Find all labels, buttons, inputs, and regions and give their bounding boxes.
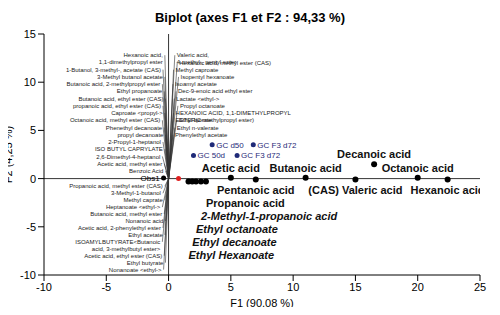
svg-text:Isoamyl acetate: Isoamyl acetate [175, 81, 218, 87]
svg-text:1-Butanol, 3-methyl-, acetate: 1-Butanol, 3-methyl-, acetate (CAS) [66, 67, 161, 73]
svg-text:Ethyl n-valerate: Ethyl n-valerate [177, 125, 219, 131]
svg-text:Phenethyl decanoate: Phenethyl decanoate [106, 125, 163, 131]
svg-text:Butanoic acid, ethyl ester (CA: Butanoic acid, ethyl ester (CAS) [78, 96, 163, 102]
svg-text:2-Propyl-1-heptanol: 2-Propyl-1-heptanol [108, 139, 161, 145]
svg-text:GC d50: GC d50 [216, 141, 244, 150]
svg-text:Nonanoic acid: Nonanoic acid [125, 218, 163, 224]
svg-text:20: 20 [412, 281, 424, 293]
svg-text:GC F3 d72: GC F3 d72 [257, 141, 297, 150]
svg-text:Phenylethyl acetate: Phenylethyl acetate [175, 132, 228, 138]
svg-text:Butanoic acid, 2-methylpropyl: Butanoic acid, 2-methylpropyl ester [67, 81, 161, 87]
svg-text:Pentanoic acid: Pentanoic acid [217, 184, 295, 196]
svg-text:Hexanoic acid,1,1-dimethylprop: Hexanoic acid,1,1-dimethylpropyl ester [99, 52, 163, 65]
svg-text:Acetic acid, methyl ester: Acetic acid, methyl ester [97, 161, 162, 167]
svg-text:HEXANOIC ACID, 1,1-DIMETHYLPRO: HEXANOIC ACID, 1,1-DIMETHYLPROPYLESTER(2… [176, 110, 292, 123]
svg-text:15: 15 [24, 28, 36, 40]
svg-text:Methyl caprate: Methyl caprate [123, 197, 163, 203]
svg-text:Lactate <ethyl->: Lactate <ethyl-> [176, 96, 220, 102]
svg-text:propyl decanoate: propyl decanoate [117, 132, 164, 138]
svg-text:Hexanoic acid, methyl ester (C: Hexanoic acid, methyl ester (CAS) [179, 60, 271, 66]
svg-text:10: 10 [287, 281, 299, 293]
svg-text:15: 15 [349, 281, 361, 293]
svg-text:10: 10 [24, 76, 36, 88]
svg-text:ISO BUTYL CAPRYLATE: ISO BUTYL CAPRYLATE [95, 146, 163, 152]
svg-text:ISOAMYLBUTYRATE<Butanoicacid,: ISOAMYLBUTYRATE<Butanoicacid, 3-methylbu… [75, 239, 161, 252]
svg-text:5: 5 [228, 281, 234, 293]
svg-text:Obs1: Obs1 [140, 174, 160, 183]
svg-text:Propyl octanoate: Propyl octanoate [180, 103, 226, 109]
svg-text:GC F3 d72: GC F3 d72 [241, 151, 281, 160]
svg-text:3-Methyl-1-butanol: 3-Methyl-1-butanol [111, 190, 161, 196]
svg-text:Methyl caproate: Methyl caproate [176, 67, 219, 73]
svg-text:Ethyl decanoate: Ethyl decanoate [192, 236, 276, 248]
svg-text:Butanoic acid, methyl ester: Butanoic acid, methyl ester [90, 211, 162, 217]
svg-text:(CAS) Valeric acid: (CAS) Valeric acid [308, 184, 402, 196]
svg-text:Acetic acid: Acetic acid [202, 162, 260, 174]
svg-text:Acetic acid, ethyl ester (CAS): Acetic acid, ethyl ester (CAS) [84, 253, 162, 259]
svg-text:Ethyl laurate: Ethyl laurate [179, 117, 213, 123]
svg-text:F2 (4,25 %): F2 (4,25 %) [8, 126, 14, 183]
svg-text:2,6-Dimethyl-4-heptanol: 2,6-Dimethyl-4-heptanol [96, 154, 160, 160]
svg-text:2-Methyl-1-propanoic acid: 2-Methyl-1-propanoic acid [200, 210, 338, 222]
svg-text:Ethyl propanoate: Ethyl propanoate [117, 88, 163, 94]
svg-text:F1 (90,08 %): F1 (90,08 %) [230, 297, 294, 307]
svg-text:Ethyl octanoate: Ethyl octanoate [196, 223, 278, 235]
svg-text:-10: -10 [20, 269, 36, 281]
svg-text:Butanoic acid: Butanoic acid [270, 162, 342, 174]
svg-text:5: 5 [30, 124, 36, 136]
svg-text:Heptanoate <ethyl->: Heptanoate <ethyl-> [106, 204, 161, 210]
svg-text:0: 0 [166, 281, 172, 293]
svg-text:Decanoic acid: Decanoic acid [337, 148, 411, 160]
svg-text:Octanoic acid, methyl ester (C: Octanoic acid, methyl ester (CAS) [70, 117, 160, 123]
svg-text:Caproate <propyl->: Caproate <propyl-> [111, 110, 163, 116]
svg-text:Isopentyl hexanoate: Isopentyl hexanoate [181, 74, 235, 80]
svg-text:Ethyl acetate: Ethyl acetate [128, 232, 163, 238]
svg-text:0: 0 [30, 173, 36, 185]
svg-text:Hexanoic acid: Hexanoic acid [411, 184, 480, 196]
svg-text:Ethyl Hexanoate: Ethyl Hexanoate [189, 249, 275, 261]
svg-text:-5: -5 [101, 281, 111, 293]
svg-text:-10: -10 [36, 281, 52, 293]
svg-text:-5: -5 [26, 221, 36, 233]
svg-text:3-Methyl butanol acetate: 3-Methyl butanol acetate [97, 74, 163, 80]
svg-text:Ethyl butyrate: Ethyl butyrate [127, 260, 164, 266]
svg-text:Dec-9-enoic acid ethyl ester: Dec-9-enoic acid ethyl ester [178, 88, 252, 94]
svg-text:Propanoic acid, methyl ester (: Propanoic acid, methyl ester (CAS) [69, 183, 163, 189]
svg-text:propanoic acid, ethyl ester (C: propanoic acid, ethyl ester (CAS) [73, 103, 161, 109]
svg-text:GC 50d: GC 50d [197, 151, 225, 160]
svg-text:Propanoic acid: Propanoic acid [206, 197, 285, 209]
svg-text:Octanoic acid: Octanoic acid [382, 162, 454, 174]
svg-text:Nonanoate <ethyl->: Nonanoate <ethyl-> [109, 267, 162, 273]
svg-text:25: 25 [474, 281, 486, 293]
svg-text:Acetic acid, 2-phenylethyl est: Acetic acid, 2-phenylethyl ester [78, 225, 161, 231]
